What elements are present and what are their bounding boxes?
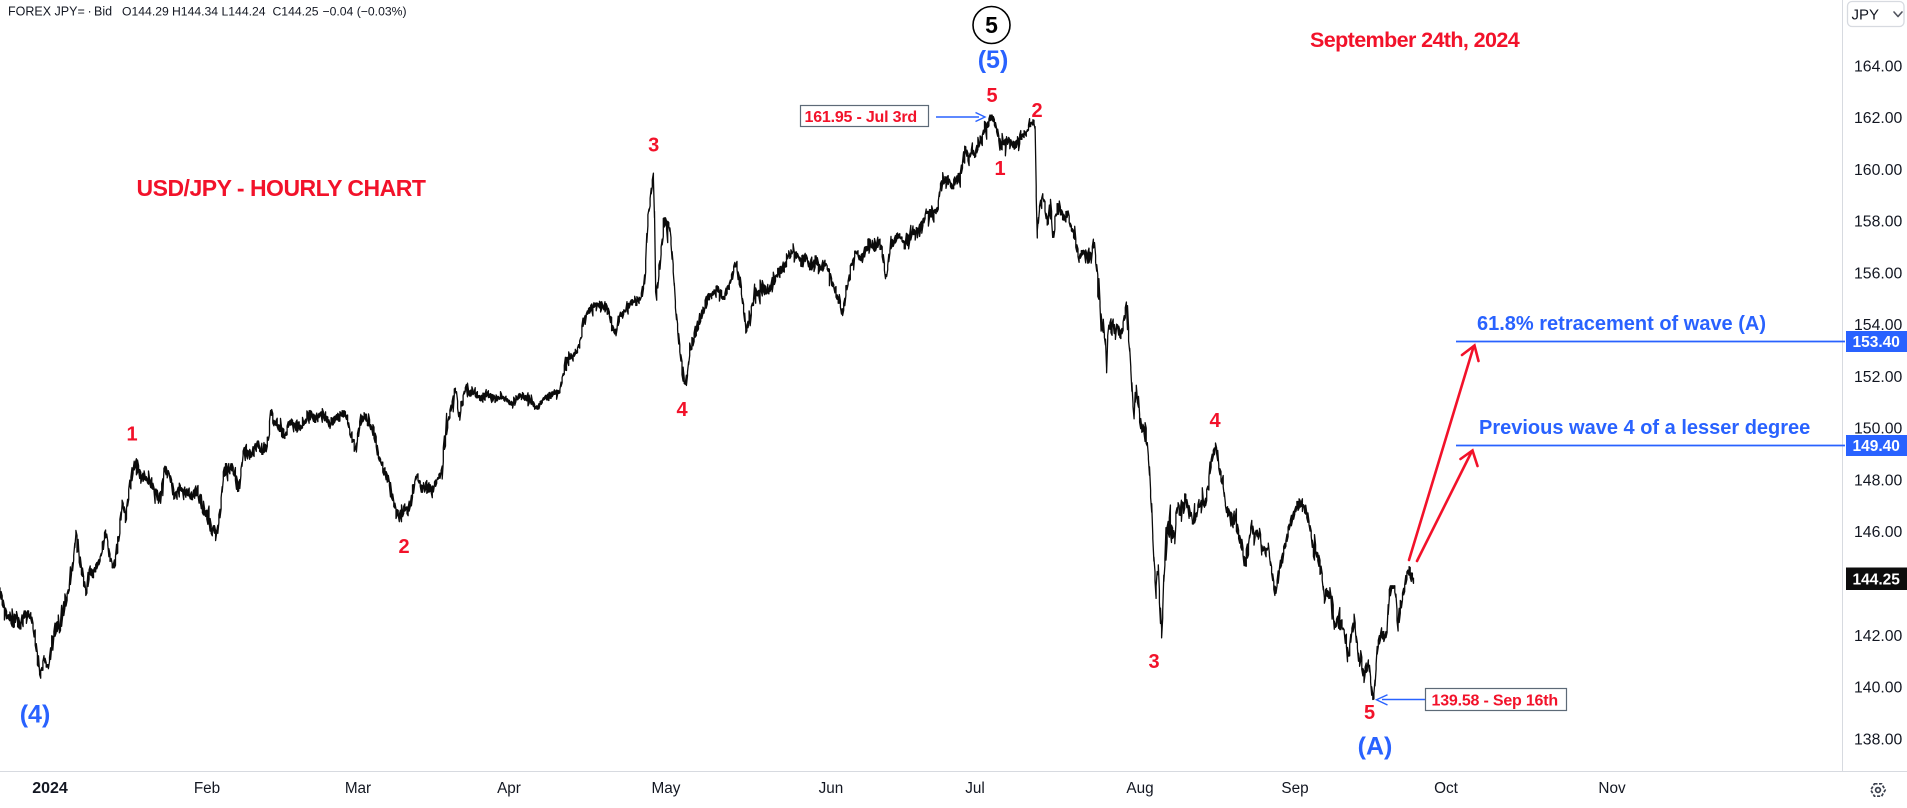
svg-text:USD/JPY - HOURLY CHART: USD/JPY - HOURLY CHART [137, 175, 426, 201]
svg-text:2: 2 [398, 536, 409, 558]
svg-text:139.58 - Sep 16th: 139.58 - Sep 16th [1432, 693, 1558, 710]
svg-text:2024: 2024 [32, 780, 68, 797]
svg-text:162.00: 162.00 [1854, 110, 1903, 127]
svg-text:Jul: Jul [965, 780, 985, 797]
svg-text:Apr: Apr [497, 780, 521, 797]
svg-text:152.00: 152.00 [1854, 369, 1903, 386]
svg-text:Jun: Jun [819, 780, 844, 797]
svg-text:140.00: 140.00 [1854, 680, 1903, 697]
svg-text:61.8% retracement of wave (A): 61.8% retracement of wave (A) [1477, 313, 1766, 335]
svg-text:Feb: Feb [194, 780, 220, 797]
svg-text:FOREX JPY=: FOREX JPY= [8, 5, 85, 19]
svg-text:146.00: 146.00 [1854, 524, 1903, 541]
svg-text:142.00: 142.00 [1854, 628, 1903, 645]
svg-text:O144.29: O144.29 [122, 5, 169, 19]
svg-text:1: 1 [126, 424, 137, 446]
svg-text:5: 5 [1364, 702, 1375, 724]
svg-text:1: 1 [994, 158, 1005, 180]
svg-text:(A): (A) [1358, 733, 1393, 761]
svg-text:154.00: 154.00 [1854, 317, 1903, 334]
svg-text:158.00: 158.00 [1854, 214, 1903, 231]
svg-text:144.25: 144.25 [1853, 572, 1901, 589]
svg-text:4: 4 [676, 399, 688, 421]
svg-text:JPY: JPY [1852, 7, 1880, 24]
svg-text:138.00: 138.00 [1854, 731, 1903, 748]
svg-text:Bid: Bid [94, 5, 112, 19]
svg-text:Sep: Sep [1281, 780, 1308, 797]
svg-text:Nov: Nov [1598, 780, 1626, 797]
svg-text:Aug: Aug [1126, 780, 1153, 797]
svg-text:150.00: 150.00 [1854, 421, 1903, 438]
svg-text:4: 4 [1209, 410, 1221, 432]
svg-text:149.40: 149.40 [1853, 438, 1900, 455]
svg-text:May: May [652, 780, 681, 797]
svg-text:Mar: Mar [345, 780, 371, 797]
svg-text:C144.25: C144.25 [273, 5, 319, 19]
svg-text:160.00: 160.00 [1854, 162, 1903, 179]
svg-text:·: · [88, 5, 92, 19]
svg-text:H144.34: H144.34 [172, 5, 218, 19]
svg-text:−0.04 (−0.03%): −0.04 (−0.03%) [323, 5, 407, 19]
svg-text:153.40: 153.40 [1853, 334, 1900, 351]
svg-text:3: 3 [1148, 651, 1159, 673]
svg-text:September 24th, 2024: September 24th, 2024 [1310, 28, 1520, 52]
svg-text:3: 3 [648, 135, 659, 157]
svg-text:2: 2 [1031, 100, 1042, 122]
svg-text:156.00: 156.00 [1854, 265, 1903, 282]
svg-text:148.00: 148.00 [1854, 472, 1903, 489]
svg-text:Oct: Oct [1434, 780, 1459, 797]
svg-text:5: 5 [985, 12, 998, 38]
svg-text:Previous wave 4 of a lesser de: Previous wave 4 of a lesser degree [1479, 417, 1810, 439]
svg-text:(5): (5) [978, 46, 1009, 74]
svg-text:L144.24: L144.24 [222, 5, 266, 19]
svg-text:164.00: 164.00 [1854, 58, 1903, 75]
svg-text:161.95 - Jul 3rd: 161.95 - Jul 3rd [805, 109, 917, 126]
svg-text:(4): (4) [20, 701, 51, 729]
svg-text:5: 5 [986, 85, 997, 107]
